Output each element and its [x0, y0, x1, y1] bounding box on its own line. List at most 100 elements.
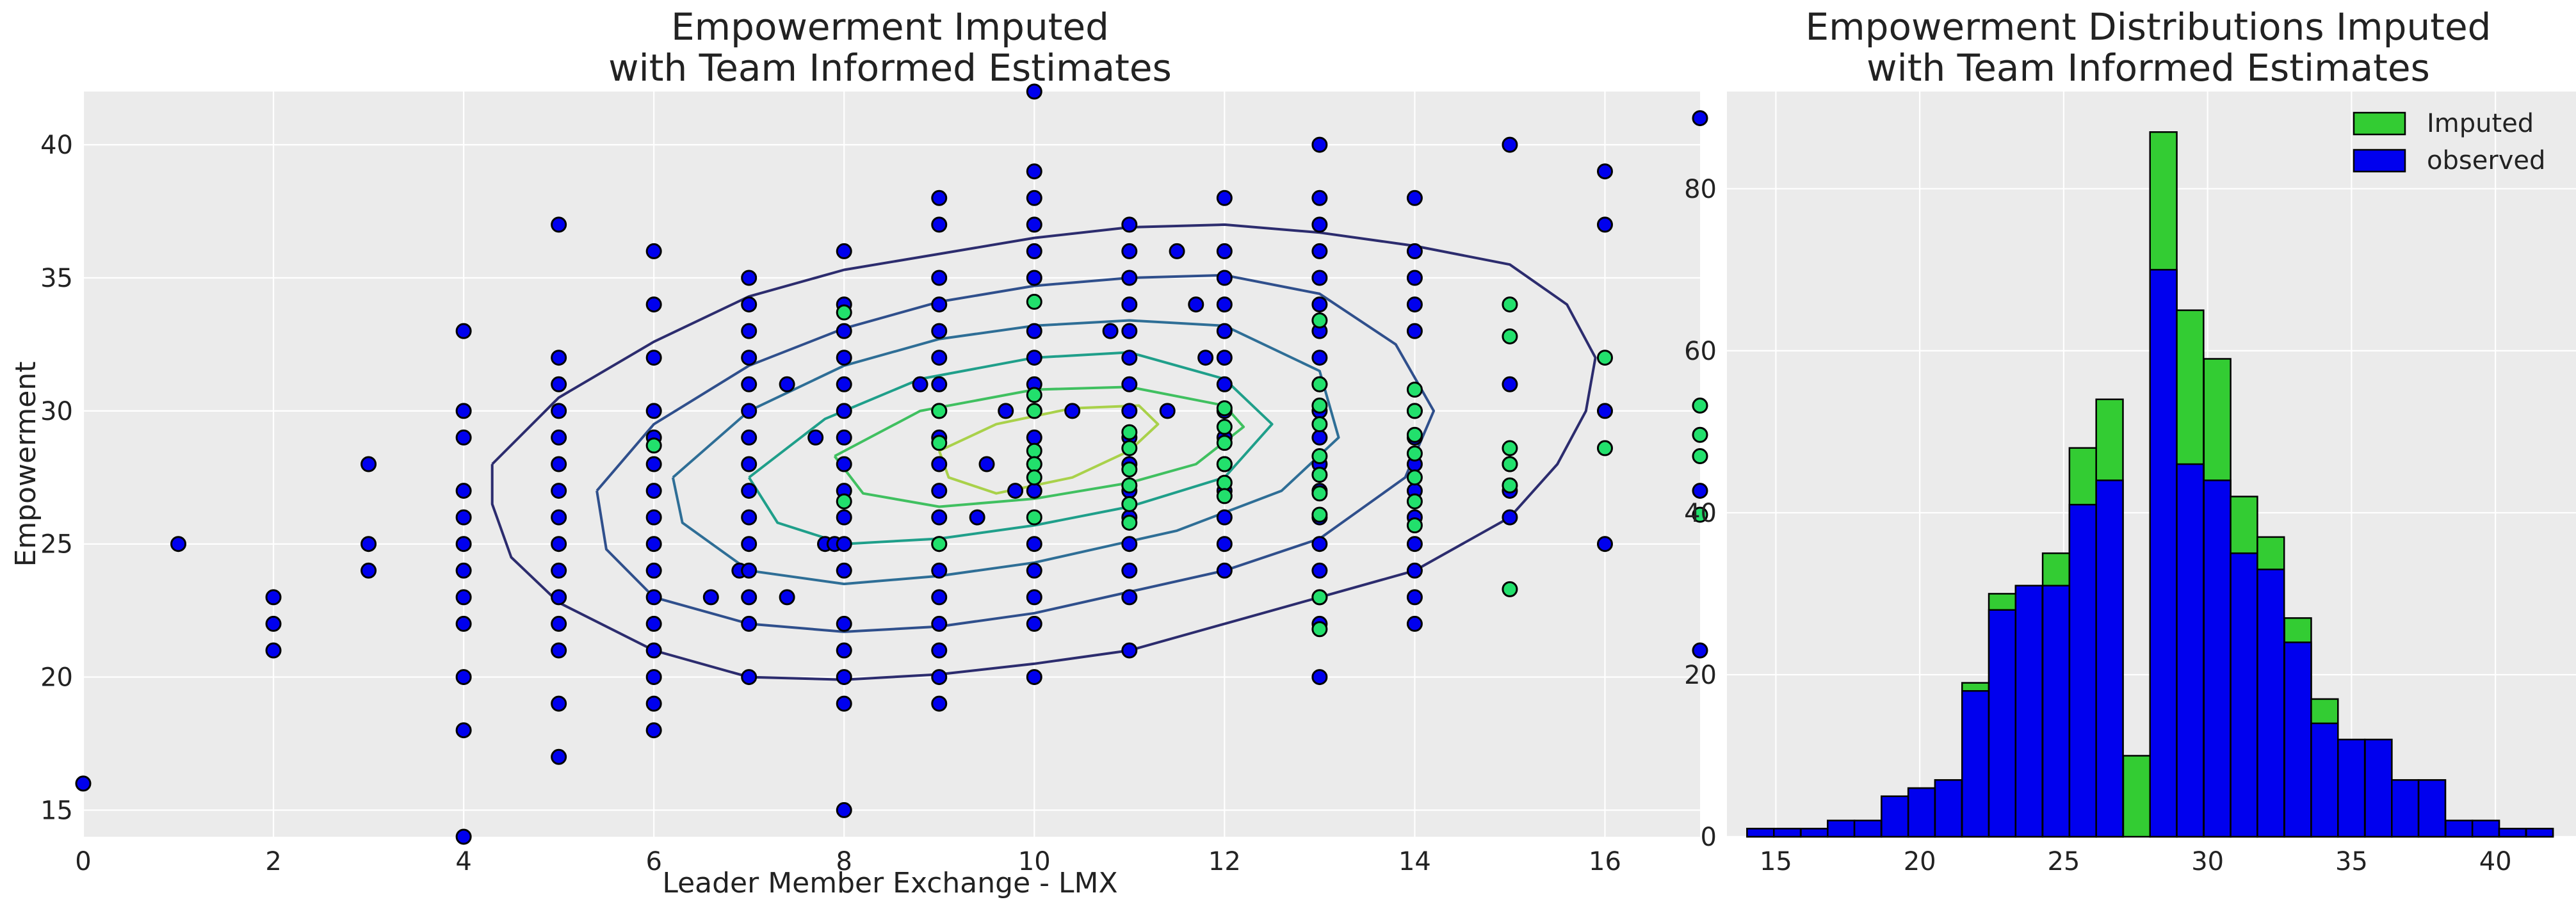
imputed-point	[1502, 581, 1518, 597]
imputed-point	[1026, 442, 1042, 459]
imputed-point	[1121, 496, 1138, 512]
observed-point	[645, 695, 662, 712]
observed-point	[645, 562, 662, 579]
observed-point	[265, 615, 282, 632]
observed-point	[1216, 536, 1233, 552]
observed-point	[836, 615, 852, 632]
observed-point	[1026, 216, 1042, 233]
imputed-point	[1026, 387, 1042, 403]
observed-point	[1121, 270, 1138, 286]
imputed-point	[1406, 469, 1423, 486]
x-tick-label: 4	[455, 847, 471, 876]
observed-point	[1121, 403, 1138, 419]
observed-point	[551, 615, 567, 632]
observed-bar	[2203, 480, 2232, 838]
x-tick-label: 14	[1398, 847, 1431, 876]
y-tick-label: 0	[1701, 823, 1717, 852]
imputed-point	[1311, 485, 1328, 502]
observed-point	[1596, 536, 1613, 552]
observed-point	[1159, 403, 1176, 419]
imputed-point	[1216, 474, 1233, 491]
observed-bar	[1934, 779, 1963, 838]
observed-point	[1216, 509, 1233, 526]
observed-point	[1502, 376, 1518, 392]
observed-bar	[1988, 609, 2017, 838]
scatter-x-ticks: 0 2 4 6 8 10 12 14 16	[75, 847, 1621, 876]
observed-point	[265, 642, 282, 659]
observed-point	[741, 429, 757, 446]
observed-point	[645, 350, 662, 366]
observed-point	[1064, 403, 1081, 419]
observed-point	[1216, 350, 1233, 366]
observed-point	[551, 562, 567, 579]
y-tick-label: 40	[40, 131, 73, 160]
observed-point	[645, 669, 662, 686]
observed-bar	[2014, 584, 2043, 838]
histogram-panel: 15 20 25 30 35 40 0 20 40 60 80 Empowerment Distr…	[1684, 5, 2576, 876]
imputed-point	[1502, 328, 1518, 344]
observed-point	[836, 456, 852, 472]
observed-point	[1026, 562, 1042, 579]
observed-point	[1121, 589, 1138, 606]
observed-point	[645, 243, 662, 259]
observed-point	[1406, 189, 1423, 206]
observed-point	[455, 615, 472, 632]
imputed-point	[1121, 440, 1138, 456]
observed-point	[1406, 562, 1423, 579]
imputed-point	[931, 403, 948, 419]
observed-point	[1311, 669, 1328, 686]
observed-point	[1406, 270, 1423, 286]
observed-point	[741, 350, 757, 366]
imputed-point	[931, 435, 948, 451]
observed-point	[1216, 189, 1233, 206]
histogram-title: Empowerment Distributions Imputed with Te…	[1806, 5, 2491, 90]
observed-point	[1216, 296, 1233, 313]
observed-bar	[1800, 828, 1829, 838]
observed-point	[1216, 243, 1233, 259]
histogram-legend: Imputed observed	[2353, 109, 2545, 175]
observed-point	[741, 376, 757, 392]
observed-point	[1026, 429, 1042, 446]
observed-point	[1502, 136, 1518, 153]
observed-point	[1121, 376, 1138, 392]
legend-label-observed: observed	[2427, 146, 2545, 175]
observed-point	[1169, 243, 1185, 259]
observed-point	[1197, 350, 1214, 366]
y-tick-label: 35	[40, 264, 73, 293]
observed-point	[551, 376, 567, 392]
density-contour	[595, 273, 1436, 633]
y-tick-label: 60	[1684, 337, 1717, 366]
legend-label-imputed: Imputed	[2427, 109, 2534, 138]
observed-point	[455, 722, 472, 739]
observed-point	[836, 403, 852, 419]
scatter-y-ticks: 15 20 25 30 35 40	[40, 131, 73, 825]
histogram-bars	[1746, 131, 2554, 838]
observed-point	[931, 323, 948, 339]
observed-point	[931, 350, 948, 366]
observed-point	[1406, 296, 1423, 313]
observed-point	[1311, 562, 1328, 579]
observed-point	[1121, 216, 1138, 233]
observed-point	[931, 509, 948, 526]
imputed-point	[1121, 424, 1138, 440]
x-tick-label: 25	[2047, 847, 2080, 876]
observed-point	[998, 403, 1014, 419]
imputed-point	[1311, 398, 1328, 414]
observed-bar	[2445, 819, 2474, 838]
observed-bar	[2283, 641, 2312, 838]
x-tick-label: 16	[1589, 847, 1621, 876]
observed-point	[741, 456, 757, 472]
observed-point	[1121, 323, 1138, 339]
x-tick-label: 40	[2479, 847, 2512, 876]
observed-point	[1026, 589, 1042, 606]
observed-point	[1026, 615, 1042, 632]
imputed-point	[931, 536, 948, 552]
observed-point	[645, 536, 662, 552]
observed-point	[455, 536, 472, 552]
observed-point	[931, 296, 948, 313]
imputed-point	[1026, 469, 1042, 486]
density-contour	[490, 223, 1597, 681]
scatter-y-label: Empowerment	[10, 362, 42, 567]
observed-point	[836, 509, 852, 526]
